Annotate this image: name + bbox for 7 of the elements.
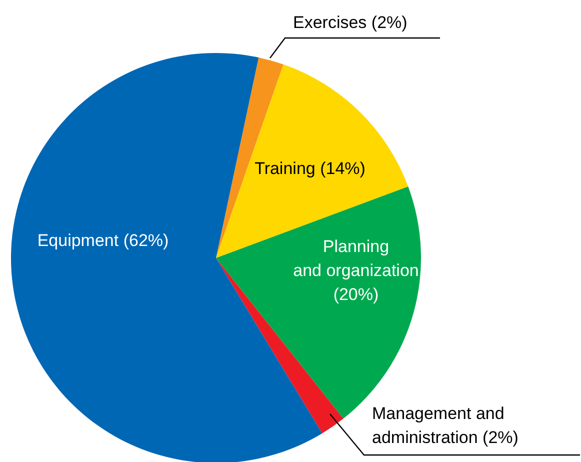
pie-slice bbox=[216, 64, 408, 258]
slice-label: Planning and organization (20%) bbox=[293, 237, 419, 304]
pie-slice bbox=[11, 53, 322, 462]
slice-label: Training (14%) bbox=[254, 159, 366, 178]
slice-label: Management and administration (2%) bbox=[372, 404, 518, 447]
slice-label: Exercises (2%) bbox=[293, 13, 408, 32]
slice-label: Equipment (62%) bbox=[37, 231, 169, 250]
